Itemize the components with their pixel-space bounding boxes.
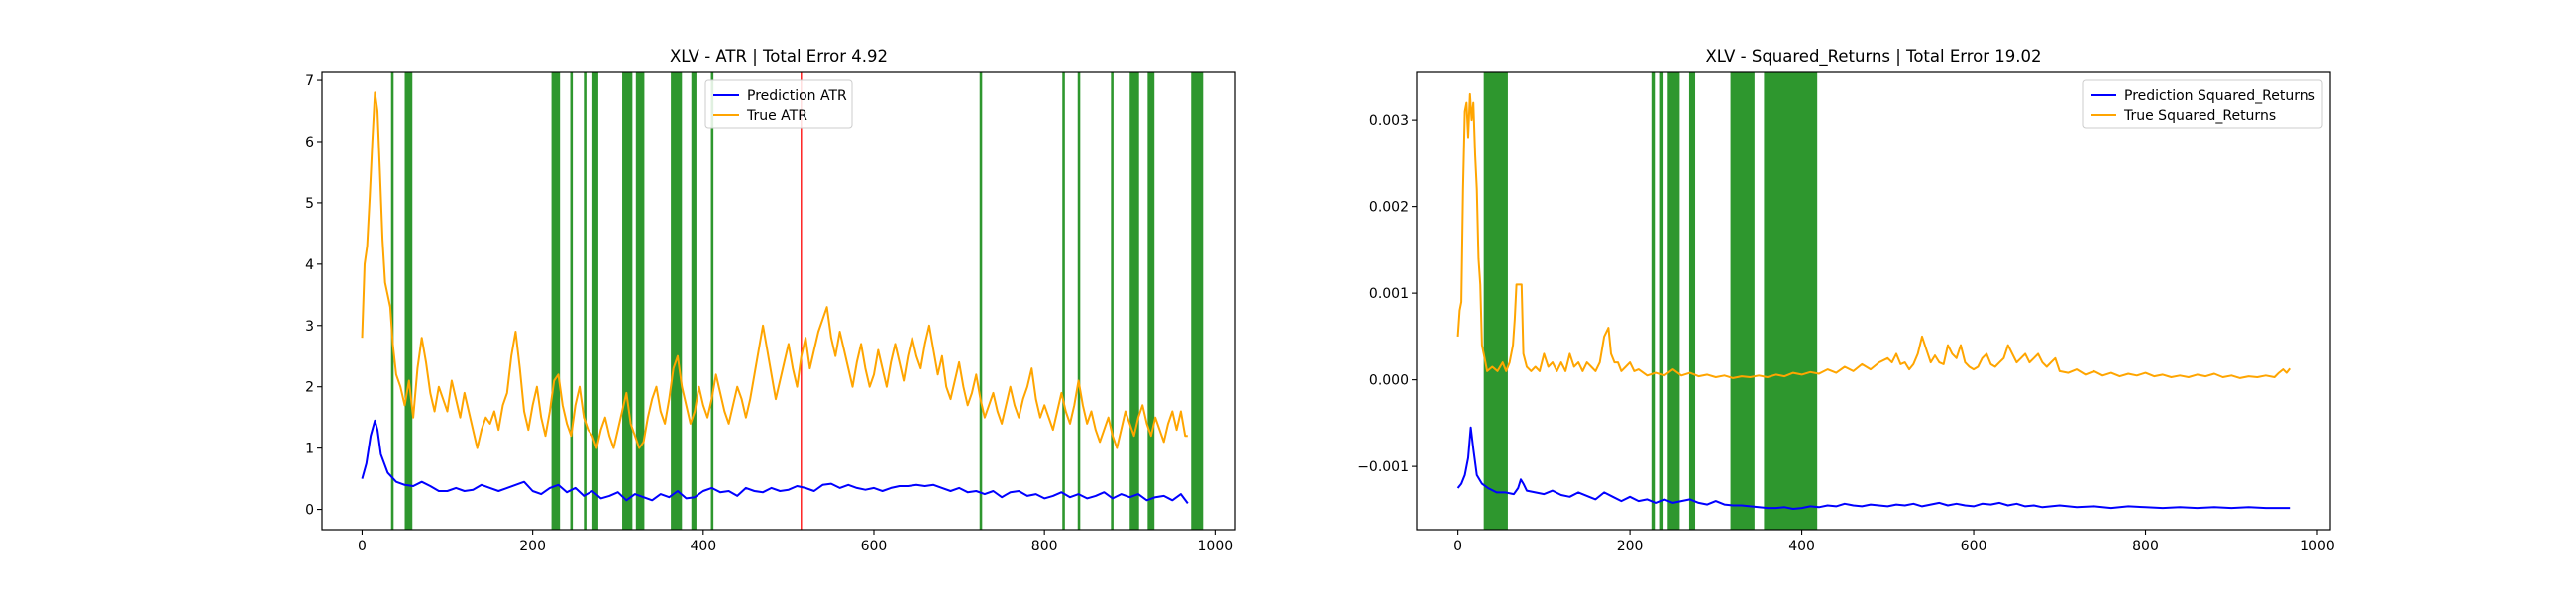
squared-returns-legend: Prediction Squared_Returns True Squared_R… bbox=[2082, 79, 2323, 129]
squared-returns-highlight-span bbox=[1667, 72, 1680, 530]
atr-highlight-span bbox=[671, 72, 683, 530]
atr-x-tick-label: 800 bbox=[1031, 539, 1058, 554]
squared-returns-y-tick-label: 0.002 bbox=[1369, 200, 1409, 216]
atr-y-tick-label: 5 bbox=[305, 196, 314, 212]
squared-returns-y-tick-label: −0.001 bbox=[1357, 459, 1409, 475]
squared-returns-x-tick-label: 600 bbox=[1961, 539, 1987, 554]
atr-highlight-span bbox=[635, 72, 645, 530]
atr-highlight-span bbox=[570, 72, 574, 530]
squared-returns-x-tick-label: 1000 bbox=[2300, 539, 2335, 554]
squared-returns-x-tick-label: 200 bbox=[1617, 539, 1644, 554]
atr-plot-area bbox=[361, 72, 1204, 530]
atr-highlight-span bbox=[1191, 72, 1204, 530]
atr-highlight-span bbox=[1062, 72, 1065, 530]
squared-returns-x-tick-label: 800 bbox=[2132, 539, 2159, 554]
squared-returns-highlight-span bbox=[1659, 72, 1664, 530]
atr-highlight-span bbox=[1129, 72, 1139, 530]
atr-x-tick-label: 600 bbox=[861, 539, 888, 554]
atr-x-tick-label: 0 bbox=[358, 539, 367, 554]
atr-highlight-span bbox=[691, 72, 697, 530]
atr-panel: XLV - ATR | Total Error 4.92 0 200 400 600 8… bbox=[305, 48, 1236, 554]
atr-legend-label: True ATR bbox=[746, 108, 807, 124]
atr-legend-box bbox=[704, 79, 853, 129]
atr-highlight-span bbox=[591, 72, 598, 530]
squared-returns-chart-title: XLV - Squared_Returns | Total Error 19.0… bbox=[1705, 48, 2041, 67]
squared-returns-series-line-true bbox=[1456, 92, 2291, 379]
atr-y-tick-label: 3 bbox=[305, 319, 314, 335]
squared-returns-highlight-span bbox=[1483, 72, 1508, 530]
squared-returns-legend-label: True Squared_Returns bbox=[2123, 108, 2276, 124]
atr-y-tick-label: 2 bbox=[305, 380, 314, 396]
atr-y-tick-label: 1 bbox=[305, 442, 314, 457]
squared-returns-plot-area bbox=[1456, 72, 2291, 530]
squared-returns-highlight-span bbox=[1651, 72, 1656, 530]
squared-returns-legend-box bbox=[2082, 79, 2323, 129]
atr-highlight-span bbox=[390, 72, 394, 530]
squared-returns-y-tick-label: 0.001 bbox=[1369, 286, 1409, 302]
squared-returns-x-tick-label: 400 bbox=[1788, 539, 1815, 554]
squared-returns-panel: XLV - Squared_Returns | Total Error 19.0… bbox=[1357, 48, 2335, 554]
squared-returns-axes-frame bbox=[1416, 71, 2331, 531]
atr-y-tick-label: 0 bbox=[305, 503, 314, 519]
atr-chart-title: XLV - ATR | Total Error 4.92 bbox=[670, 48, 888, 66]
squared-returns-highlight-span bbox=[1730, 72, 1755, 530]
squared-returns-y-tick-label: 0.003 bbox=[1369, 113, 1409, 129]
atr-y-tick-label: 4 bbox=[305, 257, 314, 273]
atr-legend: Prediction ATR True ATR bbox=[704, 79, 853, 129]
atr-x-tick-label: 200 bbox=[519, 539, 546, 554]
atr-y-tick-label: 7 bbox=[305, 73, 314, 89]
atr-highlight-span bbox=[1111, 72, 1114, 530]
atr-highlight-span bbox=[551, 72, 561, 530]
squared-returns-legend-label: Prediction Squared_Returns bbox=[2124, 88, 2315, 104]
atr-highlight-span bbox=[584, 72, 587, 530]
squared-returns-x-tick-label: 0 bbox=[1453, 539, 1462, 554]
atr-series-line-prediction bbox=[361, 419, 1189, 504]
atr-series-line-true bbox=[361, 91, 1188, 449]
atr-highlight-span bbox=[1147, 72, 1155, 530]
atr-axes-frame bbox=[321, 71, 1236, 531]
squared-returns-series-line-prediction bbox=[1456, 426, 2291, 510]
atr-highlight-span bbox=[404, 72, 413, 530]
atr-x-tick-label: 1000 bbox=[1198, 539, 1234, 554]
atr-x-tick-label: 400 bbox=[690, 539, 716, 554]
atr-highlight-span bbox=[979, 72, 983, 530]
squared-returns-highlight-span bbox=[1688, 72, 1696, 530]
atr-highlight-span bbox=[1077, 72, 1081, 530]
squared-returns-y-tick-label: 0.000 bbox=[1369, 373, 1409, 389]
atr-legend-label: Prediction ATR bbox=[747, 88, 847, 104]
atr-highlight-span bbox=[710, 72, 714, 530]
atr-y-tick-label: 6 bbox=[305, 135, 314, 150]
atr-highlight-span bbox=[622, 72, 633, 530]
squared-returns-highlight-span bbox=[1764, 72, 1818, 530]
